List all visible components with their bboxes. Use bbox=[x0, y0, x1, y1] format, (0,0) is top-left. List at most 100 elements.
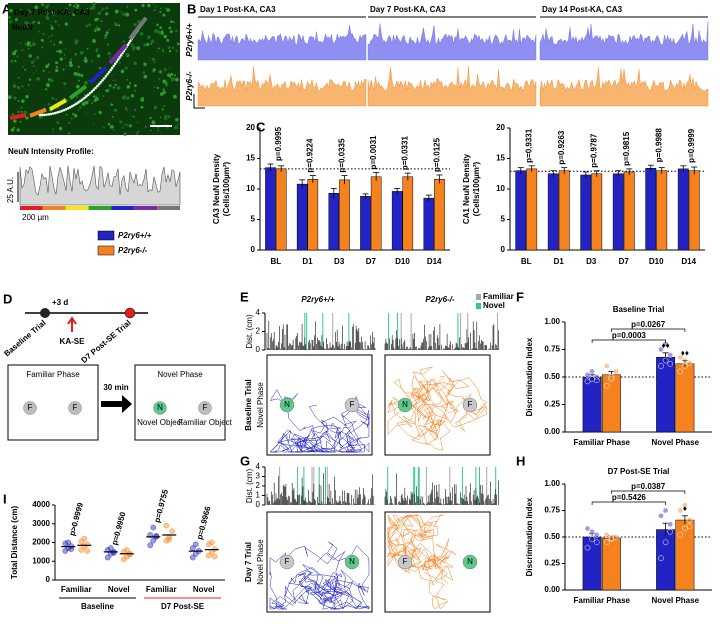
profile-segment bbox=[29, 107, 47, 118]
cell bbox=[126, 78, 129, 81]
y-tick-label: 5 bbox=[501, 215, 506, 224]
data-point bbox=[84, 541, 91, 548]
data-point bbox=[205, 552, 212, 559]
intensity-profile bbox=[19, 165, 181, 206]
cell bbox=[125, 53, 129, 56]
cell bbox=[56, 50, 59, 53]
cell bbox=[168, 66, 171, 69]
arc-dot bbox=[127, 41, 131, 45]
cell bbox=[29, 44, 33, 48]
arc-dot bbox=[106, 72, 109, 76]
cell bbox=[50, 24, 53, 28]
cell bbox=[91, 60, 93, 62]
cell bbox=[128, 82, 132, 85]
panel-letter: D bbox=[3, 291, 12, 306]
object-label: N bbox=[349, 557, 355, 566]
cell bbox=[83, 80, 88, 85]
cell bbox=[34, 5, 39, 10]
calcium-trace bbox=[197, 25, 367, 61]
cell bbox=[54, 20, 57, 23]
calcium-trace bbox=[367, 66, 537, 107]
object-label: F bbox=[28, 403, 33, 412]
y-axis-label: (Cells/100µm²) bbox=[222, 161, 231, 216]
cell bbox=[133, 23, 137, 27]
arc-dot bbox=[43, 113, 46, 117]
bar bbox=[656, 356, 676, 433]
cell bbox=[154, 29, 158, 34]
p-value: p=0.9988 bbox=[654, 128, 663, 163]
row-label: P2ry6+/+ bbox=[185, 23, 194, 57]
data-point bbox=[608, 535, 615, 541]
cell bbox=[146, 42, 150, 46]
cell bbox=[124, 66, 128, 70]
cell bbox=[105, 89, 109, 93]
x-tick-label: D10 bbox=[395, 257, 410, 266]
cell bbox=[87, 99, 90, 102]
cell bbox=[85, 24, 89, 28]
cell bbox=[133, 108, 137, 112]
cell bbox=[135, 46, 137, 49]
object bbox=[153, 401, 167, 415]
object bbox=[344, 554, 360, 570]
bar bbox=[675, 363, 695, 433]
cell bbox=[25, 22, 30, 26]
cell bbox=[114, 22, 118, 26]
cell bbox=[29, 10, 32, 14]
p-value: p=0.9999 bbox=[687, 128, 696, 163]
cell bbox=[107, 51, 112, 56]
legend-swatch bbox=[476, 303, 481, 309]
cell bbox=[162, 79, 167, 84]
p-value: p=0.0125 bbox=[432, 137, 441, 172]
data-point bbox=[662, 507, 669, 514]
cell bbox=[151, 57, 156, 62]
bar bbox=[645, 168, 657, 251]
cell bbox=[50, 26, 54, 30]
cell bbox=[55, 98, 57, 101]
data-point bbox=[208, 539, 215, 546]
data-point bbox=[163, 537, 170, 544]
cell bbox=[143, 43, 147, 47]
cell bbox=[12, 51, 17, 56]
data-point bbox=[589, 368, 595, 375]
cell bbox=[42, 69, 45, 72]
data-point bbox=[123, 547, 130, 553]
profile-title: NeuN Intensity Profile: bbox=[8, 147, 94, 156]
x-tick-label: D3 bbox=[334, 257, 345, 266]
trajectory bbox=[387, 514, 457, 610]
y-tick-label: 15 bbox=[496, 154, 505, 163]
data-point bbox=[189, 554, 196, 561]
cell bbox=[92, 39, 96, 43]
arc-dot bbox=[64, 107, 68, 111]
y-tick-label: 5 bbox=[251, 215, 256, 224]
cell bbox=[56, 121, 60, 125]
stain-label: NeuN bbox=[12, 23, 33, 32]
cell bbox=[140, 105, 144, 109]
bar bbox=[612, 173, 624, 251]
comparison-label: p=0.0387 bbox=[631, 482, 666, 491]
data-point bbox=[662, 539, 669, 546]
phase-title: Novel Phase bbox=[157, 370, 203, 379]
color-key bbox=[65, 206, 89, 210]
cell bbox=[36, 70, 38, 72]
cell bbox=[161, 108, 164, 111]
cell bbox=[85, 113, 88, 115]
legend-swatch bbox=[97, 245, 115, 256]
cell bbox=[32, 72, 35, 74]
y-tick-label: 4 bbox=[256, 462, 261, 471]
data-point bbox=[126, 551, 133, 558]
cell bbox=[147, 3, 151, 8]
cell bbox=[148, 56, 151, 59]
cell bbox=[14, 60, 17, 63]
data-point bbox=[211, 553, 218, 560]
bar bbox=[582, 536, 602, 591]
cell bbox=[25, 94, 29, 99]
p-value: p=0.9995 bbox=[274, 126, 283, 161]
data-point bbox=[584, 525, 591, 532]
data-point bbox=[608, 374, 615, 380]
cell bbox=[47, 102, 51, 106]
data-point bbox=[603, 532, 610, 538]
comparison-bracket bbox=[591, 501, 666, 505]
object-label: N bbox=[467, 557, 473, 566]
legend-label: P2ry6+/+ bbox=[118, 231, 152, 240]
cell bbox=[65, 64, 68, 67]
